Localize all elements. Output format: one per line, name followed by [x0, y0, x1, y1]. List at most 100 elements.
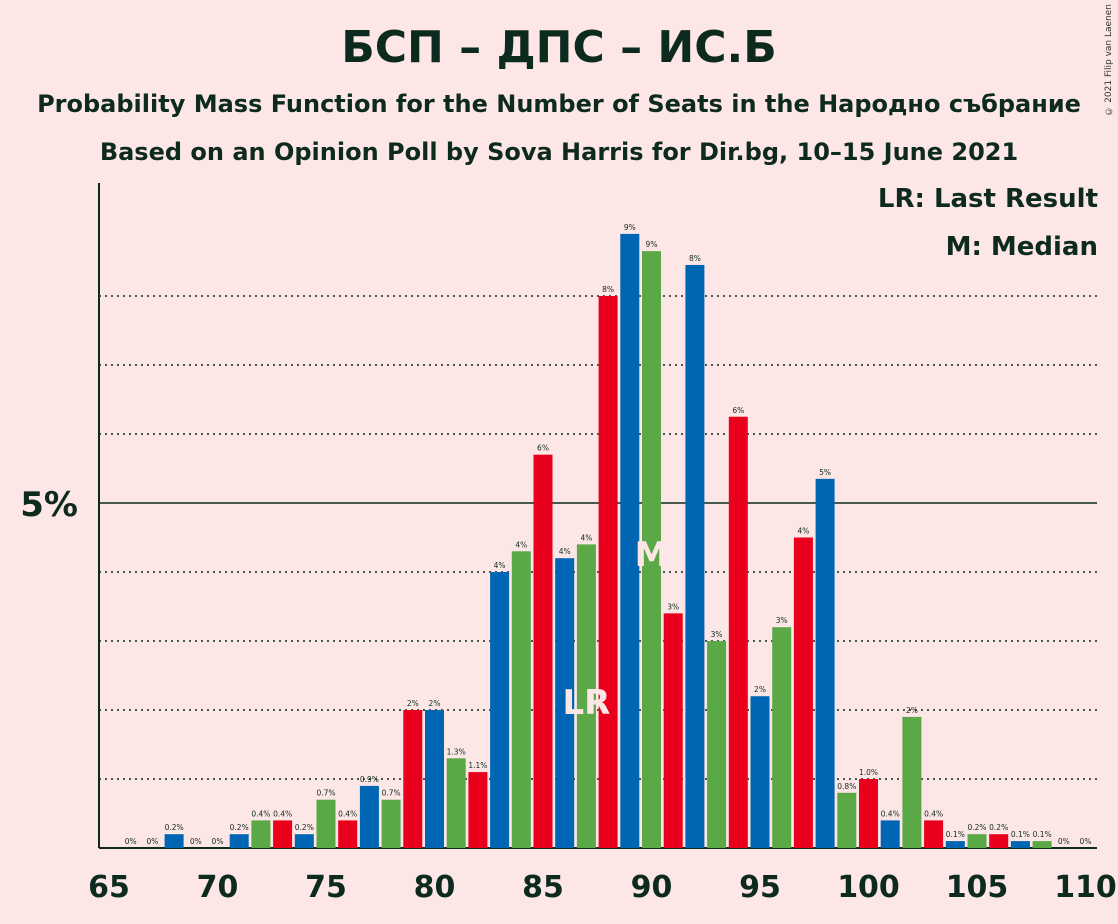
bar: [533, 454, 553, 848]
bar-data-label: 2%: [754, 685, 766, 694]
bar-data-label: 0.4%: [251, 809, 270, 818]
bar-data-label: 4%: [559, 547, 571, 556]
bar-data-label: 9%: [624, 223, 636, 232]
bar: [1032, 841, 1052, 848]
bar-data-label: 0.4%: [881, 809, 900, 818]
bar: [728, 416, 748, 848]
chart-title: БСП – ДПС – ИС.Б: [341, 22, 777, 73]
bar: [425, 710, 444, 848]
x-tick-label: 85: [522, 870, 564, 905]
bar: [902, 716, 922, 848]
x-tick-label: 65: [88, 870, 130, 905]
bar: [685, 264, 705, 848]
bar: [555, 558, 575, 848]
bar: [880, 820, 900, 848]
bar-data-label: 0.4%: [924, 809, 943, 818]
bar-data-label: 8%: [602, 285, 614, 294]
bar-data-label: 3%: [776, 616, 788, 625]
x-tick-label: 100: [837, 870, 900, 905]
bar: [967, 834, 987, 848]
bar: [403, 710, 423, 848]
bar: [620, 233, 640, 848]
bar-data-label: 0.2%: [295, 823, 314, 832]
bar: [598, 296, 618, 848]
bar: [251, 820, 271, 848]
bar-data-label: 0.2%: [967, 823, 986, 832]
bar: [511, 551, 531, 848]
bar-data-label: 1.0%: [859, 768, 878, 777]
bar-data-label: 0.4%: [338, 809, 357, 818]
bar: [294, 834, 314, 848]
bar: [490, 572, 510, 848]
bar: [750, 696, 770, 848]
bar: [945, 841, 965, 848]
x-tick-label: 75: [305, 870, 347, 905]
bar-data-label: 8%: [689, 254, 701, 263]
bar-data-label: 1.3%: [447, 747, 466, 756]
bar: [468, 772, 488, 848]
bar-data-label: 4%: [797, 527, 809, 536]
bar-data-label: 0.7%: [316, 789, 335, 798]
bar-data-label: 0.8%: [837, 782, 856, 791]
bar-data-label: 0.1%: [1011, 830, 1030, 839]
bar: [359, 785, 379, 848]
bar-data-label: 3%: [667, 602, 679, 611]
bar-data-label: 0.9%: [360, 775, 379, 784]
y-tick-label: 5%: [20, 485, 78, 525]
bar: [1010, 841, 1030, 848]
bar-data-label: 0.7%: [382, 789, 401, 798]
bar: [642, 251, 661, 848]
x-tick-label: 95: [739, 870, 781, 905]
bar-data-label: 4%: [515, 540, 527, 549]
bar: [837, 792, 857, 848]
bar-data-label: 5%: [819, 468, 831, 477]
bar: [989, 834, 1009, 848]
bar-data-label: 0.2%: [989, 823, 1008, 832]
bar: [772, 627, 792, 848]
bar-data-label: 6%: [537, 444, 549, 453]
bar-data-label: 0.1%: [946, 830, 965, 839]
legend-median: M: Median: [945, 232, 1098, 262]
bar: [663, 613, 683, 848]
bar-data-label: 1.1%: [468, 761, 487, 770]
bar-data-label: 0%: [212, 837, 224, 846]
bar: [316, 799, 336, 848]
x-tick-label: 70: [197, 870, 239, 905]
bar-data-label: 0%: [190, 837, 202, 846]
bar: [815, 478, 835, 848]
last-result-marker: LR: [562, 683, 610, 723]
bar: [164, 834, 184, 848]
median-marker: M: [635, 535, 669, 575]
bar-data-label: 2%: [906, 706, 918, 715]
legend-last-result: LR: Last Result: [877, 184, 1098, 214]
bar: [793, 537, 813, 848]
x-tick-label: 105: [946, 870, 1009, 905]
x-tick-label: 90: [631, 870, 673, 905]
chart-subtitle: Probability Mass Function for the Number…: [37, 90, 1081, 118]
bar: [707, 641, 727, 848]
bar: [229, 834, 249, 848]
bar: [273, 820, 293, 848]
x-tick-label: 80: [414, 870, 456, 905]
bar: [338, 820, 358, 848]
bar-data-label: 0.2%: [165, 823, 184, 832]
bar-data-label: 0.1%: [1033, 830, 1052, 839]
bar: [446, 758, 466, 848]
bar-data-label: 3%: [711, 630, 723, 639]
bar-data-label: 0%: [125, 837, 137, 846]
bar-data-label: 0%: [1080, 837, 1092, 846]
chart-source: Based on an Opinion Poll by Sova Harris …: [99, 138, 1019, 166]
bar-data-label: 0.2%: [230, 823, 249, 832]
bar-data-label: 0%: [1058, 837, 1070, 846]
bar-data-label: 0.4%: [273, 809, 292, 818]
bar-data-label: 2%: [407, 699, 419, 708]
bar: [576, 544, 596, 848]
bar-data-label: 2%: [429, 699, 441, 708]
bar-data-label: 0%: [146, 837, 158, 846]
bar-data-label: 9%: [646, 240, 658, 249]
bar-data-label: 6%: [732, 406, 744, 415]
bar-data-label: 4%: [494, 561, 506, 570]
bar-data-label: 4%: [580, 533, 592, 542]
bar: [924, 820, 944, 848]
